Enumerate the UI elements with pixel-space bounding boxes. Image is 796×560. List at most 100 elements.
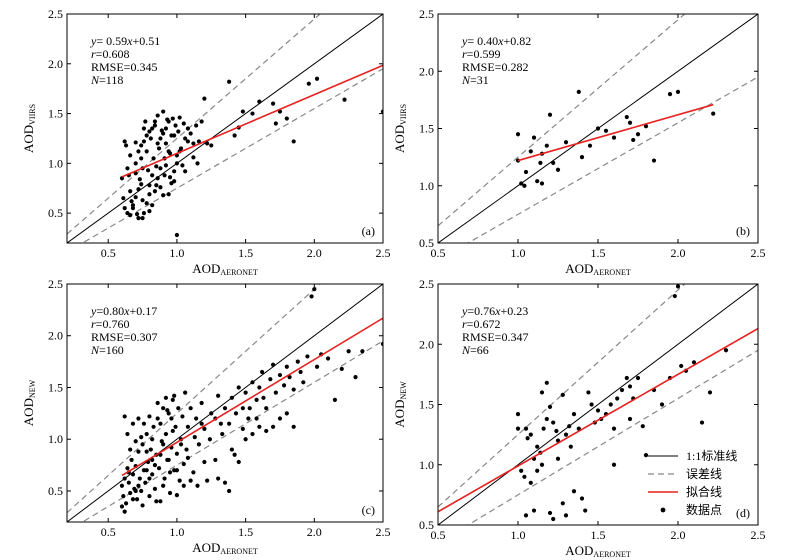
data-point (169, 416, 174, 421)
x-tick-label: 2.5 (751, 528, 766, 542)
data-point (227, 421, 232, 426)
stat-n: N=118 (90, 73, 123, 87)
stat-rmse: RMSE=0.347 (462, 330, 528, 344)
data-point (183, 169, 188, 174)
data-point (147, 414, 152, 419)
data-point (134, 497, 140, 502)
data-point (551, 160, 556, 165)
data-point (611, 462, 617, 467)
data-point (161, 109, 166, 114)
data-point (268, 377, 273, 382)
fit-line (121, 64, 383, 178)
data-points (119, 76, 383, 238)
stat-rmse: RMSE=0.282 (462, 60, 528, 74)
data-point (174, 451, 180, 456)
legend-label-fit: 拟合线 (686, 484, 722, 499)
chart-panel-2: 0.5 1.0 1.5 2.0 2.5 0.5 1.0 1.5 2.0 2.5 AODAERONET… (392, 7, 766, 277)
data-point (199, 119, 204, 124)
fit-line (121, 317, 383, 477)
data-point (627, 120, 633, 125)
data-point (167, 175, 173, 180)
data-point (528, 149, 533, 154)
data-point (129, 199, 134, 204)
data-point (130, 497, 136, 502)
data-point (121, 494, 126, 499)
y-tick-label: 1.0 (419, 179, 434, 193)
data-point (243, 437, 248, 442)
data-point (295, 359, 300, 364)
data-point (122, 139, 127, 144)
legend-label-identity: 1:1标准线 (686, 449, 737, 463)
data-point (571, 412, 577, 417)
x-tick-label: 2.5 (376, 525, 391, 539)
data-point (291, 387, 296, 392)
data-point (152, 486, 158, 491)
data-point (177, 478, 182, 483)
data-point (306, 81, 311, 86)
data-point (122, 206, 127, 211)
x-tick-label: 1.5 (591, 528, 606, 542)
data-point (123, 143, 129, 148)
data-point (136, 149, 141, 154)
data-point (119, 483, 125, 488)
stat-equation: y= 0.59x+0.51 (90, 34, 160, 48)
data-point (167, 490, 173, 496)
data-point (723, 348, 729, 353)
data-point (140, 442, 145, 447)
data-point (158, 499, 163, 504)
error-line-upper (67, 284, 321, 514)
data-point (624, 114, 629, 120)
data-point (264, 406, 269, 411)
data-point (136, 416, 141, 421)
data-point (360, 349, 365, 354)
x-tick-label: 2.5 (751, 246, 766, 260)
data-point (284, 116, 289, 121)
x-tick-label: 1.0 (511, 246, 526, 260)
data-point (147, 476, 152, 481)
data-point (147, 129, 152, 134)
data-point (539, 462, 545, 467)
y-tick-label: 0.5 (48, 206, 63, 220)
data-point (162, 173, 167, 178)
data-point (531, 508, 537, 513)
data-point (140, 198, 145, 203)
data-point (133, 488, 138, 494)
data-point (523, 169, 529, 175)
y-tick-label: 2.5 (48, 7, 63, 21)
x-axis-label: AODAERONET (565, 543, 631, 559)
data-point (141, 421, 147, 426)
data-point (191, 155, 196, 160)
stat-equation: y=0.76x+0.23 (461, 304, 528, 318)
data-point (273, 390, 278, 395)
data-point (163, 163, 169, 168)
data-point (130, 203, 136, 208)
data-point (535, 444, 540, 449)
stat-rmse: RMSE=0.345 (91, 60, 157, 74)
data-point (284, 411, 289, 416)
data-points (515, 89, 716, 188)
data-point (325, 356, 331, 361)
data-point (643, 124, 649, 129)
data-point (250, 431, 255, 437)
data-point (281, 383, 287, 388)
x-tick-label: 2.0 (307, 246, 322, 260)
data-point (608, 402, 613, 407)
data-point (161, 406, 166, 411)
y-axis-label: AODVIIRS (21, 104, 37, 153)
data-point (136, 216, 141, 221)
data-point (544, 143, 549, 148)
data-point (301, 380, 306, 385)
data-point (312, 287, 317, 292)
data-point (523, 426, 529, 431)
y-axis-label: AODNEW (21, 379, 37, 426)
data-point (148, 136, 153, 141)
stat-n: N=160 (90, 343, 124, 357)
plot-area (438, 14, 758, 243)
data-point (560, 501, 565, 506)
data-point (133, 161, 138, 166)
data-point (166, 119, 171, 124)
data-point (147, 192, 152, 197)
data-point (535, 179, 540, 184)
data-point (156, 146, 162, 151)
data-point (332, 397, 338, 402)
